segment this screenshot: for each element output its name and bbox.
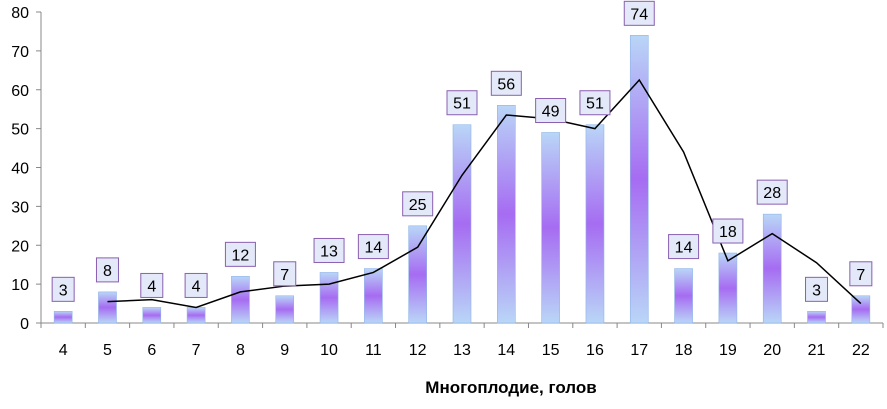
x-tick-label: 18 [675,342,693,359]
data-label-box [357,234,389,260]
data-label-box [224,241,256,267]
data-label: 4 [192,278,201,295]
data-label-box [51,276,75,302]
data-label: 51 [453,96,471,113]
data-label: 4 [147,278,156,295]
bar-7 [186,307,206,324]
data-label: 74 [630,6,648,23]
data-label: 7 [280,267,289,284]
data-label: 7 [856,267,865,284]
bar-8 [231,276,250,324]
bar-13 [452,124,472,324]
data-label-box [140,272,164,298]
data-label: 51 [586,96,604,113]
bar-21 [807,311,826,324]
x-tick-label: 14 [497,342,515,359]
y-tick-label: 80 [11,5,29,22]
data-label-box [402,191,434,217]
y-tick-label: 30 [11,199,29,216]
bar-4 [53,311,73,324]
x-tick-label: 13 [453,342,471,359]
data-label: 3 [812,282,821,299]
x-tick-label: 19 [719,342,737,359]
data-label-box [712,218,744,244]
bar-5 [98,291,117,324]
data-label-box [579,90,611,116]
x-tick-label: 17 [630,342,648,359]
y-tick-label: 60 [11,83,29,100]
x-tick-label: 7 [192,342,201,359]
data-label-box [849,261,873,287]
data-label: 13 [320,243,338,260]
bar-12 [408,225,427,324]
bar-19 [718,252,738,324]
data-label-box [313,237,345,263]
bar-22 [851,295,871,324]
x-tick-label: 5 [103,342,112,359]
x-tick-label: 4 [59,342,68,359]
x-tick-label: 15 [542,342,560,359]
data-label-box [273,261,297,287]
x-tick-label: 11 [365,342,382,359]
data-label-box [756,179,788,205]
x-tick-label: 12 [409,342,427,359]
data-label: 14 [675,240,693,257]
bar-14 [497,105,516,324]
data-label: 8 [103,263,112,280]
data-label: 18 [719,224,737,241]
bar-16 [585,124,605,324]
y-tick-label: 0 [20,316,29,333]
trend-line [107,78,862,309]
bar-18 [674,268,693,324]
x-tick-label: 16 [586,342,604,359]
x-tick-label: 6 [147,342,156,359]
data-label: 28 [763,185,781,202]
data-label: 14 [364,240,382,257]
bar-9 [275,295,295,324]
data-label: 25 [409,197,427,214]
data-label: 3 [59,282,68,299]
y-tick-label: 50 [11,122,29,139]
data-label: 12 [232,247,250,264]
x-axis-title: Многоплодие, голов [425,378,596,397]
data-label-box [535,98,567,124]
data-label-box [446,90,478,116]
x-tick-label: 10 [320,342,338,359]
data-label-box [805,276,829,302]
data-label-box [95,257,119,283]
y-tick-label: 40 [11,161,29,178]
bar-17 [629,35,649,324]
x-tick-label: 22 [852,342,870,359]
data-label-box [184,272,208,298]
y-tick-label: 10 [11,277,29,294]
x-tick-label: 8 [236,342,245,359]
bar-15 [541,132,560,324]
y-tick-label: 20 [11,238,29,255]
bar-11 [364,268,383,324]
x-tick-label: 9 [280,342,289,359]
data-label-box [668,234,700,260]
bar-10 [319,272,339,324]
bar-20 [762,213,782,324]
x-tick-label: 20 [763,342,781,359]
bar-6 [142,307,162,324]
y-tick-label: 70 [11,44,29,61]
data-label: 49 [542,104,560,121]
x-tick-label: 21 [808,342,826,359]
data-label: 56 [497,76,515,93]
data-label-box [623,0,655,26]
data-label-box [490,70,522,96]
